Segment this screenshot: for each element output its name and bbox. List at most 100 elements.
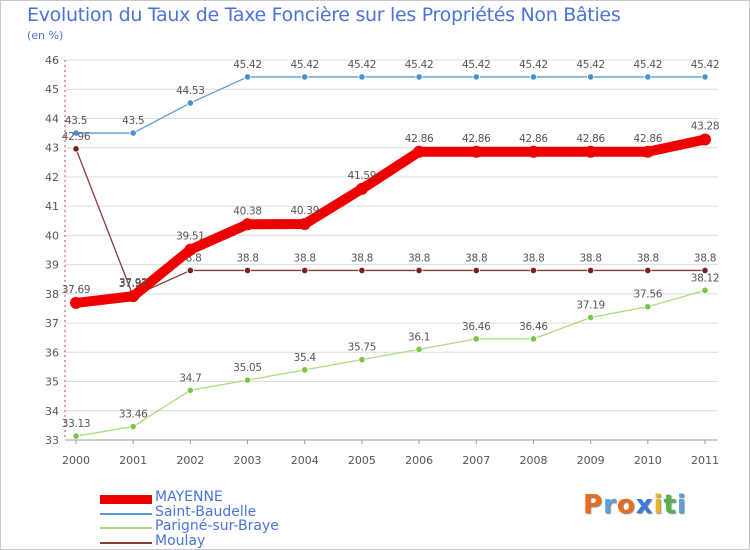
- data-point: [529, 73, 538, 81]
- plot-area: [65, 60, 718, 440]
- x-tick-label: 2006: [405, 454, 433, 467]
- x-tick-label: 2002: [176, 454, 204, 467]
- legend-swatch: [100, 512, 152, 515]
- data-label: 43.5: [65, 115, 87, 127]
- data-label: 42.96: [62, 131, 91, 143]
- x-tick-label: 2004: [291, 454, 319, 467]
- y-tick-label: 43: [45, 142, 59, 155]
- data-label: 40.38: [233, 205, 262, 217]
- data-point: [701, 73, 709, 81]
- y-tick-label: 45: [45, 83, 59, 96]
- data-label: 45.42: [519, 59, 548, 71]
- y-tick-label: 38: [45, 288, 59, 301]
- logo-letter: i: [676, 490, 687, 520]
- data-label: 38.8: [294, 252, 316, 264]
- data-point: [129, 129, 137, 137]
- data-label: 34.7: [179, 372, 201, 384]
- y-tick-label: 41: [45, 200, 59, 213]
- data-label: 44.53: [176, 85, 205, 97]
- data-point: [587, 266, 595, 275]
- data-point: [584, 145, 597, 158]
- y-tick-label: 39: [45, 259, 59, 272]
- data-point: [472, 335, 480, 343]
- data-point: [72, 145, 80, 153]
- data-point: [358, 73, 366, 81]
- y-tick-label: 46: [45, 54, 59, 67]
- data-point: [358, 266, 366, 275]
- data-point: [70, 296, 82, 309]
- y-tick-label: 40: [45, 229, 59, 242]
- data-label: 35.75: [348, 342, 377, 354]
- data-label: 42.86: [519, 133, 548, 145]
- legend-swatch: [100, 527, 152, 529]
- data-point: [472, 73, 480, 81]
- data-point: [701, 286, 709, 294]
- data-label: 36.1: [408, 331, 430, 343]
- legend-label: Saint-Baudelle: [155, 503, 257, 520]
- data-label: 43.28: [691, 121, 720, 133]
- y-tick-label: 33: [45, 434, 59, 447]
- y-tick-label: 42: [45, 171, 59, 184]
- logo-letter: r: [603, 490, 617, 520]
- series-line: [75, 76, 706, 134]
- data-label: 33.46: [119, 409, 148, 421]
- data-point: [641, 145, 654, 158]
- data-label: 45.42: [576, 59, 605, 71]
- data-label: 38.12: [691, 272, 720, 284]
- data-label: 42.86: [462, 133, 491, 145]
- data-point: [186, 386, 194, 394]
- data-point: [241, 218, 254, 231]
- data-label: 33.13: [62, 418, 91, 430]
- legend-label: Parigné-sur-Braye: [155, 518, 279, 534]
- series-mayenne: 37.69 37.92 39.51 40.38 40.39 41.59 42.86 42.86…: [62, 121, 720, 309]
- logo-letter: t: [663, 490, 677, 520]
- x-tick-label: 2010: [634, 454, 662, 467]
- data-point: [699, 133, 711, 146]
- logo-letter: P: [583, 490, 604, 520]
- series-moulay: 42.96 37.92 38.8 38.8 38.8 38.8 38.8 38.8 38.8 38…: [62, 131, 716, 300]
- data-label: 35.05: [233, 362, 262, 374]
- data-point: [301, 266, 309, 275]
- data-label: 39.51: [176, 231, 205, 243]
- data-label: 42.86: [634, 133, 663, 145]
- series-saint-baudelle: 43.5 43.5 44.53 45.42 45.42 45.42 45.42 45.42 45…: [65, 59, 720, 137]
- data-label: 45.42: [233, 59, 262, 71]
- logo-letter: o: [616, 490, 636, 520]
- data-point: [358, 356, 366, 364]
- x-tick-label: 2000: [62, 454, 90, 467]
- data-label: 37.56: [634, 289, 663, 301]
- data-point: [301, 73, 309, 81]
- series-line: [71, 134, 710, 308]
- data-point: [186, 99, 194, 107]
- data-label: 37.19: [576, 300, 605, 312]
- x-tick-label: 2001: [119, 454, 147, 467]
- data-label: 38.8: [236, 252, 258, 264]
- data-point: [413, 145, 426, 158]
- data-point: [243, 376, 252, 384]
- chart-title: Evolution du Taux de Taxe Foncière sur l…: [27, 4, 621, 26]
- data-point: [129, 422, 137, 431]
- data-label: 38.8: [694, 252, 716, 264]
- data-point: [355, 182, 368, 195]
- data-label: 42.86: [576, 133, 605, 145]
- data-point: [644, 303, 652, 311]
- data-label: 43.5: [122, 115, 144, 127]
- legend-label: MAYENNE: [155, 489, 223, 505]
- data-point: [243, 73, 252, 81]
- data-label: 45.42: [691, 59, 720, 71]
- data-point: [587, 73, 595, 81]
- data-label: 42.86: [405, 133, 434, 145]
- data-label: 45.42: [462, 59, 491, 71]
- series-line: [75, 289, 706, 437]
- y-tick-label: 37: [45, 317, 59, 330]
- x-tick-label: 2008: [519, 454, 547, 467]
- series-parign-sur-braye: 33.13 33.46 34.7 35.05 35.4 35.75 36.1 36.46 36.…: [62, 272, 720, 440]
- data-point: [644, 266, 652, 275]
- x-tick-label: 2003: [234, 454, 262, 467]
- legend-swatch: [100, 541, 152, 544]
- data-point: [301, 366, 309, 374]
- data-label: 38.8: [522, 252, 544, 264]
- data-point: [644, 73, 652, 81]
- series-line: [75, 148, 706, 297]
- data-label: 35.4: [294, 352, 317, 364]
